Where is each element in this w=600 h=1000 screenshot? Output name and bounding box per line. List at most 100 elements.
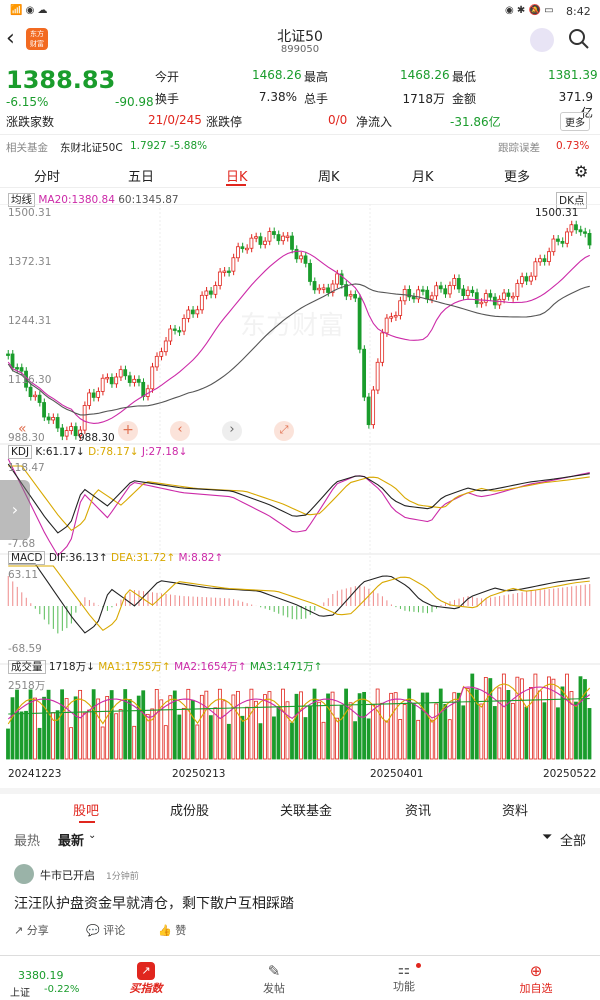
kline-y-3: 1244.31 xyxy=(8,315,52,327)
kline-y-top: 1500.31 xyxy=(8,207,52,219)
tab-underline xyxy=(226,184,246,186)
related-fund-bar[interactable]: 相关基金 东财北证50C 1.7927 -5.88% 跟踪误差 0.73% xyxy=(0,134,600,156)
macd-y-top: 63.11 xyxy=(8,569,39,581)
quote-label: 总手 xyxy=(304,92,329,106)
kdj-y-top: 118.47 xyxy=(8,462,45,474)
period-tabs: 分时 五日 日K 周K 月K 更多 ⚙ xyxy=(0,160,600,188)
adv-decl-value: 21/0/245 xyxy=(148,113,202,127)
date-label-3: 20250401 xyxy=(370,768,424,780)
volume-legend: 成交量 1718万↓ MA1:1755万↑ MA2:1654万↑ MA3:147… xyxy=(8,659,322,674)
post-button[interactable]: ✎ 发帖 xyxy=(254,962,294,996)
quote-value: 1718万 xyxy=(402,92,445,106)
watermark: 东方财富 xyxy=(240,311,345,341)
tab-news[interactable]: 资讯 xyxy=(405,804,432,819)
post-text[interactable]: 汪汪队护盘资金早就清仓，剩下散户互相踩踏 xyxy=(14,896,294,912)
sort-new[interactable]: 最新 xyxy=(58,834,85,849)
tab-guba[interactable]: 股吧 xyxy=(73,804,100,819)
stock-code: 899050 xyxy=(280,44,320,55)
date-label-4: 20250522 xyxy=(543,768,597,780)
netflow-label: 净流入 xyxy=(356,115,393,129)
quote-value: 1381.39 xyxy=(548,68,598,82)
scroll-right-icon[interactable]: › xyxy=(222,421,242,441)
tab-profile[interactable]: 资料 xyxy=(502,804,529,819)
status-icons-right: ◉ ✱ 🔕 ▭ xyxy=(505,5,554,16)
stock-name: 北证50 xyxy=(277,29,323,45)
add-watchlist-button[interactable]: ⊕ 加自选 xyxy=(514,962,558,996)
date-label-2: 20250213 xyxy=(172,768,226,780)
macd-y-bot: -68.59 xyxy=(8,643,42,655)
price-pct: -6.15% xyxy=(6,95,49,109)
notification-dot xyxy=(416,963,421,968)
tab-constituents[interactable]: 成份股 xyxy=(170,804,210,819)
adv-decl-label: 涨跌家数 xyxy=(6,115,55,129)
buy-index-button[interactable]: ↗ 买指数 xyxy=(129,962,163,995)
sort-chevron-down-icon[interactable]: ⌄ xyxy=(88,830,97,841)
volume-y-top: 2518万 xyxy=(8,680,46,692)
quote-value: 1468.26 xyxy=(400,68,450,82)
scroll-left-fast-icon[interactable]: « xyxy=(18,421,27,437)
like-icon: 👍 xyxy=(158,924,172,937)
index-pct: -0.22% xyxy=(44,984,80,995)
trend-icon: ↗ xyxy=(137,962,155,980)
index-value[interactable]: 3380.19 xyxy=(18,969,64,982)
macd-legend: MACD DIF:36.13↑ DEA:31.72↑ M:8.82↑ xyxy=(8,551,223,565)
share-button[interactable]: ↗ 分享 xyxy=(14,924,49,937)
grid-icon: ⚏ xyxy=(397,962,411,978)
tab-daily-k[interactable]: 日K xyxy=(226,170,248,185)
tab-related-funds[interactable]: 关联基金 xyxy=(280,804,333,819)
tab-monthly-k[interactable]: 月K xyxy=(412,170,434,185)
section-tab-underline xyxy=(79,821,95,823)
volume-selector[interactable]: 成交量 xyxy=(8,660,46,674)
ma-selector[interactable]: 均线 xyxy=(8,193,35,207)
filter-all[interactable]: 全部 xyxy=(560,834,587,849)
kline-y-2: 1372.31 xyxy=(8,256,52,268)
scroll-left-icon[interactable]: ‹ xyxy=(170,421,190,441)
app-header: ‹ 东方 财富 北证50 899050 xyxy=(0,24,600,64)
status-icons-left: 📶 ◉ ☁ xyxy=(10,5,48,16)
tab-5day[interactable]: 五日 xyxy=(128,170,155,185)
post-user[interactable]: 牛市已开启 xyxy=(40,869,95,882)
status-time: 8:42 xyxy=(566,5,591,18)
kline-y-4: 1116.30 xyxy=(8,374,52,386)
kdj-selector[interactable]: KDJ xyxy=(8,445,33,459)
filter-icon[interactable]: ⏷ xyxy=(542,830,553,845)
app-logo: 东方 财富 xyxy=(26,28,48,50)
edit-icon: ✎ xyxy=(267,962,281,980)
macd-selector[interactable]: MACD xyxy=(8,551,46,565)
section-tabs: 股吧 成份股 关联基金 资讯 资料 xyxy=(0,788,600,823)
kdj-legend: KDJ K:61.17↓ D:78.17↓ J:27.18↓ xyxy=(8,445,187,459)
more-button[interactable]: 更多 xyxy=(560,112,590,131)
date-label-1: 20241223 xyxy=(8,768,62,780)
share-icon: ↗ xyxy=(14,924,24,937)
fullscreen-icon[interactable]: ⤢ xyxy=(274,421,294,441)
zoom-in-icon[interactable]: + xyxy=(118,421,138,441)
like-button[interactable]: 👍 赞 xyxy=(158,924,187,937)
tab-intraday[interactable]: 分时 xyxy=(34,170,61,185)
price-change: -90.98 xyxy=(115,95,154,109)
quote-value: 7.38% xyxy=(258,90,297,104)
kline-chart[interactable] xyxy=(0,204,600,786)
quote-label: 金额 xyxy=(452,92,477,106)
comment-icon: 💬 xyxy=(86,924,100,937)
tab-more[interactable]: 更多 xyxy=(504,170,531,185)
quote-label: 最低 xyxy=(452,70,477,84)
assistant-avatar-icon[interactable] xyxy=(530,28,554,52)
back-icon[interactable]: ‹ xyxy=(6,26,15,51)
quote-label: 今开 xyxy=(155,70,180,84)
functions-button[interactable]: ⚏ 功能 xyxy=(384,962,424,994)
comment-button[interactable]: 💬 评论 xyxy=(86,924,126,937)
plus-circle-icon: ⊕ xyxy=(529,962,543,980)
quote-label: 最高 xyxy=(304,70,329,84)
settings-gear-icon[interactable]: ⚙ xyxy=(574,162,589,181)
kline-legend: 均线 MA20:1380.84 60:1345.87 xyxy=(8,192,179,207)
netflow-value: -31.86亿 xyxy=(450,115,501,129)
tab-weekly-k[interactable]: 周K xyxy=(318,170,340,185)
side-expand-handle[interactable]: › xyxy=(0,480,30,540)
kline-min-label: 988.30 xyxy=(78,432,115,444)
sort-hot[interactable]: 最热 xyxy=(14,834,41,849)
status-bar: 📶 ◉ ☁ ◉ ✱ 🔕 ▭ 8:42 xyxy=(0,0,600,24)
post-time: 1分钟前 xyxy=(106,872,139,882)
quote-value: 1468.26 xyxy=(252,68,302,82)
search-icon[interactable] xyxy=(568,28,590,50)
avatar[interactable] xyxy=(14,864,34,884)
